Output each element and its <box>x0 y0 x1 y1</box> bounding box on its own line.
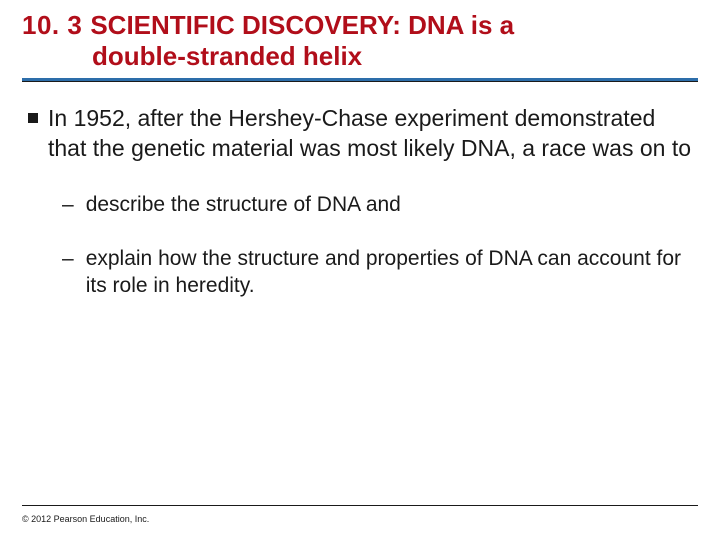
main-bullet: In 1952, after the Hershey-Chase experim… <box>28 104 694 163</box>
dash-icon: – <box>62 245 74 272</box>
body-content: In 1952, after the Hershey-Chase experim… <box>22 104 698 299</box>
main-bullet-text: In 1952, after the Hershey-Chase experim… <box>48 104 694 163</box>
sub-bullet-list: – describe the structure of DNA and – ex… <box>62 191 694 299</box>
slide: 10. 3 SCIENTIFIC DISCOVERY: DNA is a dou… <box>0 0 720 540</box>
sub-bullet-text: explain how the structure and properties… <box>86 245 694 300</box>
footer-divider <box>22 505 698 506</box>
title-divider <box>22 78 698 82</box>
title-divider-blue <box>22 78 698 81</box>
dash-icon: – <box>62 191 74 218</box>
sub-bullet: – explain how the structure and properti… <box>62 245 694 300</box>
section-title-line2: double-stranded helix <box>92 41 698 72</box>
section-number: 10. 3 <box>22 10 82 41</box>
bullet-square-icon <box>28 113 38 123</box>
title-line-1: 10. 3 SCIENTIFIC DISCOVERY: DNA is a <box>22 10 698 41</box>
section-title-line1: SCIENTIFIC DISCOVERY: DNA is a <box>90 10 514 41</box>
sub-bullet: – describe the structure of DNA and <box>62 191 694 218</box>
copyright-text: © 2012 Pearson Education, Inc. <box>22 514 149 524</box>
title-block: 10. 3 SCIENTIFIC DISCOVERY: DNA is a dou… <box>22 10 698 82</box>
sub-bullet-text: describe the structure of DNA and <box>86 191 401 218</box>
